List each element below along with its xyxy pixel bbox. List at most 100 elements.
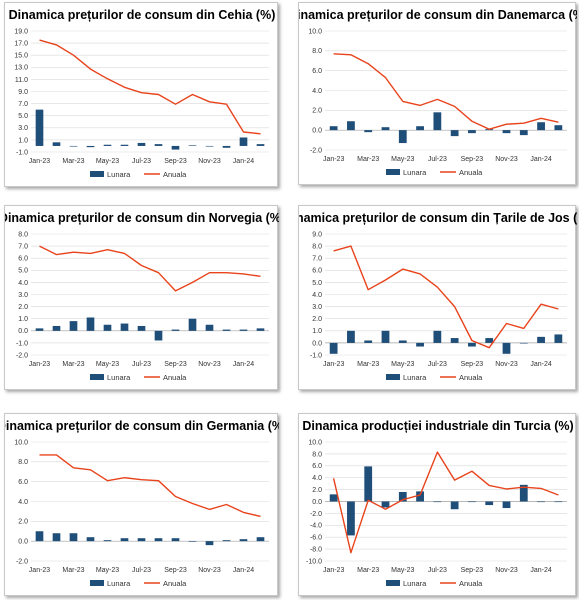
bar-lunara xyxy=(52,142,61,146)
x-tick-label: Jan-23 xyxy=(323,156,345,163)
bar-lunara xyxy=(364,466,373,502)
x-tick-label: Sep-23 xyxy=(461,156,484,163)
x-tick-label: Sep-23 xyxy=(164,361,187,368)
x-tick-label: Jan-24 xyxy=(233,567,255,574)
bar-lunara xyxy=(433,501,442,503)
chart-legend: Lunara Anuala xyxy=(90,373,187,382)
bar-lunara xyxy=(222,540,231,542)
bar-lunara xyxy=(86,537,95,542)
bar-lunara xyxy=(485,501,494,506)
x-tick-label: Nov-23 xyxy=(198,158,221,165)
x-tick-label: Sep-23 xyxy=(461,361,484,368)
bar-lunara xyxy=(69,533,78,542)
bar-lunara xyxy=(171,145,180,150)
x-tick-label: May-23 xyxy=(96,567,119,574)
bar-lunara xyxy=(502,342,511,354)
chart-legend: Lunara Anuala xyxy=(386,373,483,382)
bar-lunara xyxy=(256,537,265,542)
y-tick-label: 4.0 xyxy=(18,280,28,287)
y-tick-label: 0.0 xyxy=(312,340,322,347)
bar-lunara xyxy=(329,126,338,131)
x-tick-label: May-23 xyxy=(391,361,414,368)
bar-lunara xyxy=(137,538,146,542)
y-tick-label: -2.0 xyxy=(310,511,322,518)
x-tick-label: Jul-23 xyxy=(428,156,447,163)
y-tick-label: 4.0 xyxy=(312,88,322,95)
bar-lunara xyxy=(519,342,528,344)
y-tick-label: 8.0 xyxy=(312,451,322,458)
y-tick-label: -1.0 xyxy=(16,149,28,156)
y-tick-label: 10.0 xyxy=(308,439,322,446)
bar-lunara xyxy=(154,330,163,341)
x-tick-label: Jan-24 xyxy=(530,361,552,368)
bar-lunara xyxy=(205,324,214,331)
chart-title: Dinamica prețurilor de consum din German… xyxy=(5,419,279,433)
legend-swatch-lunara xyxy=(386,580,400,586)
y-tick-label: 3.0 xyxy=(312,304,322,311)
y-tick-label: -1.0 xyxy=(16,340,28,347)
bar-lunara xyxy=(120,538,129,542)
y-tick-label: 1.0 xyxy=(312,328,322,335)
bar-lunara xyxy=(103,540,112,542)
y-tick-label: 7.0 xyxy=(18,101,28,108)
x-tick-label: May-23 xyxy=(391,567,414,574)
bar-lunara xyxy=(468,501,476,503)
bar-lunara xyxy=(537,122,545,131)
y-tick-label: 10.0 xyxy=(308,28,322,35)
bar-lunara xyxy=(35,328,44,331)
y-tick-label: 8.0 xyxy=(312,244,322,251)
bar-lunara xyxy=(433,330,442,343)
x-tick-label: Nov-23 xyxy=(198,361,221,368)
chart-svg: Dinamica prețurilor de consum din Țarile… xyxy=(299,211,577,382)
chart-title: Dinamica prețurilor de consum din Norveg… xyxy=(5,211,279,225)
legend-label-lunara: Lunara xyxy=(107,579,131,588)
y-tick-label: 2.0 xyxy=(18,519,28,526)
chart-panel-cehia: Dinamica prețurilor de consum din Cehia … xyxy=(4,2,278,187)
bar-lunara xyxy=(537,336,545,343)
y-tick-label: -2.0 xyxy=(16,352,28,359)
bar-lunara xyxy=(239,329,248,331)
y-tick-label: -2.0 xyxy=(16,558,28,565)
y-tick-label: 6.0 xyxy=(18,479,28,486)
y-tick-label: 8.0 xyxy=(312,48,322,55)
legend-label-lunara: Lunara xyxy=(403,168,427,177)
legend-label-anuala: Anuala xyxy=(459,168,483,177)
bar-lunara xyxy=(347,121,355,131)
bar-lunara xyxy=(398,340,407,343)
chart-legend: Lunara Anuala xyxy=(90,170,187,179)
x-tick-label: Nov-23 xyxy=(495,361,518,368)
y-tick-label: 10.0 xyxy=(14,439,28,446)
bar-lunara xyxy=(416,126,424,131)
chart-svg: Dinamica prețurilor de consum din German… xyxy=(5,419,279,588)
chart-svg: Dinamica prețurilor de consum din Norveg… xyxy=(5,211,279,382)
bar-lunara xyxy=(137,325,146,331)
legend-label-lunara: Lunara xyxy=(107,170,131,179)
bar-lunara xyxy=(398,130,407,144)
line-anuala xyxy=(333,53,559,130)
bar-lunara xyxy=(69,145,78,147)
bar-lunara xyxy=(205,541,214,546)
y-tick-label: 3.0 xyxy=(18,125,28,132)
x-tick-label: Nov-23 xyxy=(198,567,221,574)
x-tick-label: Jan-24 xyxy=(530,156,552,163)
legend-label-lunara: Lunara xyxy=(403,373,427,382)
x-tick-label: May-23 xyxy=(391,156,414,163)
y-tick-label: 13.0 xyxy=(14,65,28,72)
bar-lunara xyxy=(450,501,459,510)
x-tick-label: Jul-23 xyxy=(132,158,151,165)
legend-swatch-lunara xyxy=(90,171,104,177)
x-tick-label: Nov-23 xyxy=(495,567,518,574)
bar-lunara xyxy=(103,144,112,146)
x-tick-label: Jan-24 xyxy=(233,361,255,368)
bar-lunara xyxy=(35,531,44,542)
y-tick-label: 7.0 xyxy=(18,244,28,251)
bar-lunara xyxy=(69,321,78,331)
y-tick-label: -1.0 xyxy=(310,352,322,359)
legend-label-anuala: Anuala xyxy=(459,373,483,382)
legend-label-lunara: Lunara xyxy=(107,373,131,382)
y-tick-label: 2.0 xyxy=(18,304,28,311)
bar-lunara xyxy=(171,538,180,542)
x-tick-label: Jan-24 xyxy=(530,567,552,574)
y-tick-label: 5.0 xyxy=(18,113,28,120)
bar-lunara xyxy=(239,539,248,542)
